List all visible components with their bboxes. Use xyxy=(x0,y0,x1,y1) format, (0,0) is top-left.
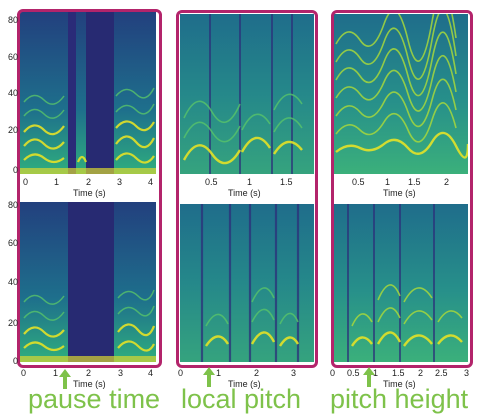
x-tick-label: 4 xyxy=(148,177,154,187)
x-tick-label: 3 xyxy=(117,177,123,187)
x-tick-label: 1 xyxy=(216,368,222,378)
x-axis-title: Time (s) xyxy=(228,379,261,389)
x-tick-label: 3 xyxy=(291,368,297,378)
x-tick-label: 2.5 xyxy=(435,368,448,378)
x-axis-title: Time (s) xyxy=(73,379,106,389)
x-tick-label: 3 xyxy=(118,368,124,378)
x-tick-label: 1 xyxy=(385,177,391,187)
x-tick-label: 4 xyxy=(148,368,154,378)
x-tick-label: 2 xyxy=(86,368,92,378)
x-tick-label: 0.5 xyxy=(205,177,218,187)
x-tick-label: 1 xyxy=(247,177,253,187)
spectrogram-bottom-left xyxy=(20,202,156,362)
x-tick-label: 0 xyxy=(21,368,27,378)
x-tick-label: 1 xyxy=(54,177,60,187)
arrow-up-icon xyxy=(203,367,215,387)
y-tick-label: 20 xyxy=(7,125,18,135)
caption-pause-time: pause time xyxy=(28,384,161,414)
x-tick-label: 0 xyxy=(23,177,29,187)
x-tick-label: 0.5 xyxy=(347,368,360,378)
x-tick-label: 1.5 xyxy=(280,177,293,187)
x-axis-title: Time (s) xyxy=(228,188,261,198)
x-tick-label: 2 xyxy=(86,177,92,187)
y-tick-label: 60 xyxy=(7,238,18,248)
x-tick-label: 3 xyxy=(464,368,470,378)
y-tick-label: 20 xyxy=(7,318,18,328)
y-tick-label: 40 xyxy=(7,277,18,287)
x-axis-title: Time (s) xyxy=(73,188,106,198)
caption-pitch-height: pitch height xyxy=(330,384,469,414)
y-tick-label: 0 xyxy=(12,165,18,175)
x-tick-label: 0.5 xyxy=(352,177,365,187)
y-tick-label: 80 xyxy=(7,200,18,210)
y-tick-label: 60 xyxy=(7,52,18,62)
x-axis-title: Time (s) xyxy=(383,379,416,389)
x-tick-label: 0 xyxy=(330,368,336,378)
spectrogram-top-middle xyxy=(180,14,314,174)
y-tick-label: 80 xyxy=(7,15,18,25)
x-tick-label: 1.5 xyxy=(392,368,405,378)
x-tick-label: 1.5 xyxy=(408,177,421,187)
x-tick-label: 2 xyxy=(254,368,260,378)
spectrogram-bottom-middle xyxy=(180,204,314,362)
x-tick-label: 1 xyxy=(373,368,379,378)
arrow-up-icon xyxy=(363,367,375,387)
spectrogram-top-left xyxy=(20,12,156,174)
spectrogram-top-right xyxy=(334,14,468,174)
x-axis-title: Time (s) xyxy=(383,188,416,198)
y-tick-label: 40 xyxy=(7,88,18,98)
y-tick-label: 0 xyxy=(12,356,18,366)
spectrogram-bottom-right xyxy=(334,204,468,362)
x-tick-label: 0 xyxy=(178,368,184,378)
x-tick-label: 2 xyxy=(418,368,424,378)
caption-local-pitch: local pitch xyxy=(181,384,302,414)
arrow-up-icon xyxy=(59,369,71,389)
x-tick-label: 1 xyxy=(53,368,59,378)
x-tick-label: 2 xyxy=(444,177,450,187)
